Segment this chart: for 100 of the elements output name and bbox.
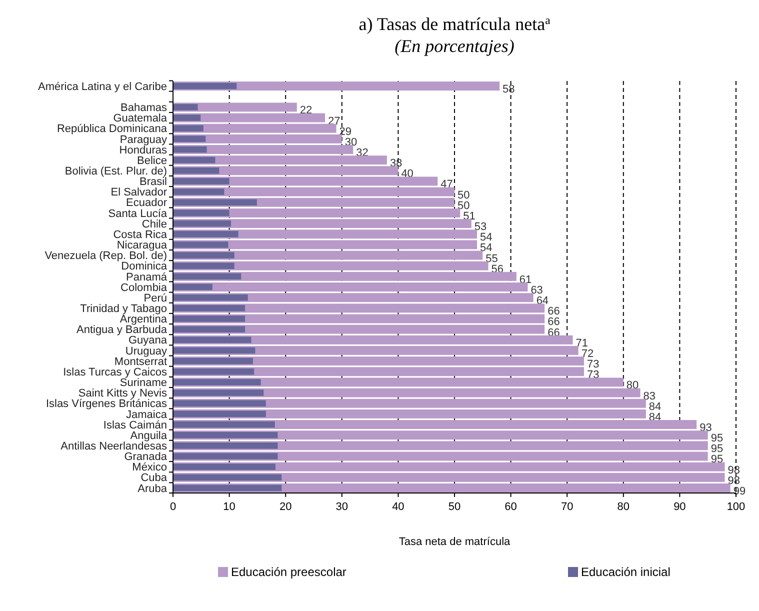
y-tick-label: Guyana (128, 334, 168, 347)
data-label: 22 (300, 104, 312, 117)
bar (173, 400, 266, 406)
bar (173, 146, 207, 153)
bar (173, 368, 254, 375)
bar (173, 156, 216, 164)
bar (173, 294, 248, 301)
bar (173, 453, 278, 460)
chart-subtitle: (En porcentajes) (394, 36, 514, 56)
x-tick-label: 40 (392, 501, 404, 513)
x-tick-label: 30 (336, 501, 348, 513)
data-label: 71 (576, 337, 588, 350)
bar (173, 474, 282, 481)
x-tick-label: 100 (726, 501, 746, 513)
data-label: 95 (710, 432, 724, 445)
data-label: 55 (486, 252, 498, 265)
y-tick-label: República Dominicana (56, 123, 168, 136)
bar (173, 305, 246, 312)
y-tick-label: Costa Rica (113, 228, 168, 241)
data-label: 50 (458, 200, 470, 212)
y-tick-label: El Salvador (110, 186, 168, 199)
bar (173, 326, 246, 332)
y-tick-label: Honduras (119, 144, 168, 156)
x-tick-label: 80 (617, 501, 630, 513)
y-tick-label: Saint Kitts y Nevis (78, 388, 168, 400)
x-axis-title: Tasa neta de matrícula (398, 536, 512, 548)
y-tick-label: Aruba (138, 482, 168, 495)
bar (173, 82, 237, 90)
bar (173, 432, 278, 438)
bar (173, 230, 238, 238)
bar (173, 178, 230, 184)
bar (173, 358, 253, 364)
bar (173, 284, 212, 290)
y-tick-label: Santa Lucía (108, 208, 168, 220)
y-tick-label: Cuba (140, 472, 168, 484)
y-tick-label: Nicaragua (116, 240, 168, 252)
y-tick-label: Suriname (120, 377, 167, 390)
data-label: 66 (548, 316, 560, 328)
y-tick-label: Argentina (120, 314, 168, 326)
y-tick-label: Antigua y Barbuda (76, 324, 168, 336)
data-label: 84 (648, 400, 662, 413)
data-label: 30 (344, 136, 358, 148)
bar (173, 273, 242, 280)
y-tick-label: Granada (124, 451, 168, 464)
data-label: 98 (728, 464, 740, 476)
bar (173, 410, 266, 418)
bar (173, 252, 234, 258)
data-label: 51 (463, 210, 476, 222)
data-label: 93 (700, 422, 712, 434)
legend-label: Educación preescolar (231, 565, 346, 579)
data-label: 64 (536, 295, 549, 308)
bar (173, 136, 206, 142)
data-label: 95 (710, 443, 724, 456)
bar (173, 336, 252, 344)
y-tick-label: Anguila (130, 430, 168, 442)
data-label: 54 (480, 232, 492, 244)
y-tick-label: Jamaica (126, 408, 168, 421)
y-tick-label: Bahamas (120, 102, 168, 114)
legend-label: Educación inicial (581, 565, 670, 579)
y-tick-label: Dominica (121, 260, 168, 273)
y-tick-label: Bolivia (Est. Plur. de) (64, 165, 167, 178)
bar (173, 210, 230, 216)
y-tick-label: Islas Vírgenes Británicas (46, 398, 168, 410)
bar (173, 464, 276, 470)
bar (173, 220, 231, 227)
x-tick-label: 50 (448, 501, 461, 513)
y-tick-label: Montserrat (114, 356, 167, 368)
y-tick-label: Chile (142, 218, 167, 230)
bar (173, 199, 257, 206)
data-label: 32 (356, 146, 368, 159)
bar (173, 168, 220, 174)
data-label: 95 (710, 454, 724, 466)
data-label: 80 (626, 380, 639, 392)
data-label: 72 (581, 348, 594, 360)
data-label: 84 (648, 411, 662, 424)
y-tick-label: Uruguay (125, 345, 168, 358)
x-tick-label: 20 (279, 501, 292, 513)
data-label: 54 (480, 242, 492, 254)
bar (173, 188, 224, 195)
data-label: 83 (643, 390, 656, 402)
y-tick-label: Antillas Neerlandesas (60, 440, 168, 453)
data-label: 40 (401, 168, 414, 180)
y-tick-label: Trinidad y Tabago (80, 303, 167, 316)
y-tick-label: Islas Turcas y Caicos (63, 366, 168, 378)
y-tick-label: México (132, 462, 167, 474)
x-tick-label: 10 (223, 501, 236, 513)
chart-title: a) Tasas de matrícula neta$^{a}$ (358, 14, 552, 34)
data-label: 99 (733, 485, 746, 498)
y-tick-label: Colombia (120, 282, 168, 294)
y-tick-label: América Latina y el Caribe (38, 80, 167, 93)
x-tick-label: 0 (170, 501, 176, 513)
y-tick-label: Guatemala (113, 112, 168, 125)
bar (173, 390, 264, 396)
bar (173, 242, 228, 248)
bar (173, 262, 234, 269)
bar (173, 125, 204, 132)
bar (173, 104, 198, 110)
x-tick-label: 90 (674, 501, 686, 513)
y-tick-label: Venezuela (Rep. Bol. de) (44, 250, 167, 262)
x-tick-label: 70 (560, 501, 574, 513)
